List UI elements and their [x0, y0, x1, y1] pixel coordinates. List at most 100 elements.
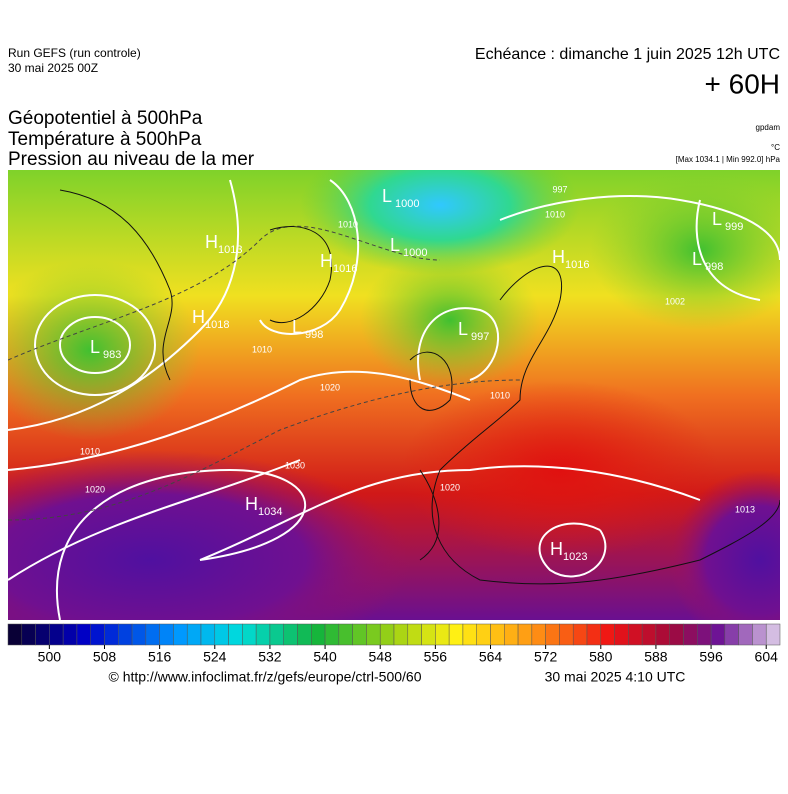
colorbar-cell	[545, 623, 560, 646]
colorbar-cell	[76, 623, 91, 646]
colorbar-cell	[641, 623, 657, 646]
colorbar-cell	[435, 623, 450, 646]
colorbar-cell	[586, 623, 602, 646]
colorbar-cell	[90, 623, 105, 646]
colorbar-cell	[159, 623, 174, 646]
center-value: 997	[471, 331, 489, 343]
center-value: 1000	[403, 247, 427, 259]
colorbar-cell	[697, 623, 712, 646]
colorbar-cell	[118, 623, 133, 646]
isobar-label: 1010	[252, 344, 272, 354]
colorbar-label: 524	[203, 649, 227, 665]
run-label: Run GEFS (run controle)	[8, 46, 141, 60]
colorbar-cell	[104, 623, 119, 646]
colorbar-cell	[131, 623, 147, 646]
colorbar-cell	[214, 623, 229, 646]
colorbar-cell	[421, 623, 436, 646]
isobar-label: 1010	[338, 219, 358, 229]
colorbar-label: 500	[38, 649, 62, 665]
isobar-label: 1020	[440, 482, 460, 492]
colorbar-cell	[366, 623, 381, 646]
colorbar: 500 508 516 524 532 540 548 556 564 572 580 588 596 6…	[7, 623, 781, 665]
colorbar-cell	[35, 623, 50, 646]
colorbar-cell	[600, 623, 615, 646]
colorbar-label: 564	[479, 649, 503, 665]
colorbar-cell	[614, 623, 629, 646]
isobar-label: 1010	[545, 209, 565, 219]
colorbar-cell	[504, 623, 519, 646]
unit: gpdam	[756, 123, 781, 132]
isobar-label: 1020	[85, 484, 105, 494]
colorbar-cell	[255, 623, 271, 646]
center-value: 983	[103, 349, 121, 361]
unit: °C	[771, 143, 780, 152]
center-kind: L	[712, 209, 722, 229]
isobar-label: 997	[552, 184, 567, 194]
center-value: 1013	[218, 244, 242, 256]
colorbar-cell	[283, 623, 298, 646]
title: Géopotentiel à 500hPa	[8, 108, 203, 129]
colorbar-cell	[228, 623, 243, 646]
colorbar-cell	[379, 623, 395, 646]
colorbar-label: 596	[699, 649, 723, 665]
colorbar-label: 508	[93, 649, 117, 665]
isobar-label: 1030	[285, 460, 305, 470]
colorbar-label: 604	[755, 649, 779, 665]
center-value: 999	[725, 221, 743, 233]
colorbar-cell	[21, 623, 36, 646]
colorbar-cell	[462, 623, 477, 646]
generated-time: 30 mai 2025 4:10 UTC	[545, 669, 686, 685]
colorbar-cell	[393, 623, 409, 646]
colorbar-cell	[311, 623, 326, 646]
colorbar-cell	[338, 623, 353, 646]
colorbar-cell	[517, 623, 533, 646]
map	[8, 170, 780, 620]
colorbar-label: 548	[369, 649, 393, 665]
colorbar-cell	[62, 623, 78, 646]
colorbar-cell	[628, 623, 643, 646]
colorbar-label: 540	[313, 649, 337, 665]
colorbar-cell	[145, 623, 160, 646]
colorbar-cell	[572, 623, 588, 646]
colorbar-label: 580	[589, 649, 613, 665]
center-value: 1016	[333, 263, 357, 275]
center-value: 1023	[563, 551, 587, 563]
center-value: 998	[705, 261, 723, 273]
colorbar-label: 532	[258, 649, 282, 665]
colorbar-cell	[765, 623, 781, 646]
colorbar-label: 556	[424, 649, 448, 665]
colorbar-cell	[724, 623, 739, 646]
colorbar-cell	[200, 623, 216, 646]
colorbar-cell	[448, 623, 464, 646]
title: Pression au niveau de la mer	[8, 149, 255, 170]
colorbar-label: 588	[644, 649, 668, 665]
colorbar-cell	[324, 623, 340, 646]
run-date: 30 mai 2025 00Z	[8, 61, 98, 75]
center-kind: L	[390, 235, 400, 255]
center-kind: H	[320, 251, 333, 271]
colorbar-cell	[738, 623, 753, 646]
center-value: 1034	[258, 506, 282, 518]
title: Température à 500hPa	[8, 129, 202, 150]
colorbar-label: 516	[148, 649, 172, 665]
colorbar-cell	[655, 623, 670, 646]
colorbar-cell	[297, 623, 312, 646]
center-kind: L	[292, 317, 302, 337]
colorbar-cell	[242, 623, 257, 646]
colorbar-cell	[559, 623, 574, 646]
colorbar-cell	[752, 623, 767, 646]
center-kind: H	[245, 494, 258, 514]
center-kind: H	[192, 307, 205, 327]
colorbar-cell	[352, 623, 367, 646]
center-kind: H	[550, 539, 563, 559]
center-kind: L	[458, 319, 468, 339]
isobar-label: 1010	[490, 390, 510, 400]
colorbar-cell	[531, 623, 546, 646]
center-value: 1000	[395, 198, 419, 210]
isobar-label: 1002	[665, 296, 685, 306]
colorbar-cell	[407, 623, 422, 646]
isobar-label: 1010	[80, 446, 100, 456]
center-kind: L	[692, 249, 702, 269]
colorbar-cell	[476, 623, 491, 646]
